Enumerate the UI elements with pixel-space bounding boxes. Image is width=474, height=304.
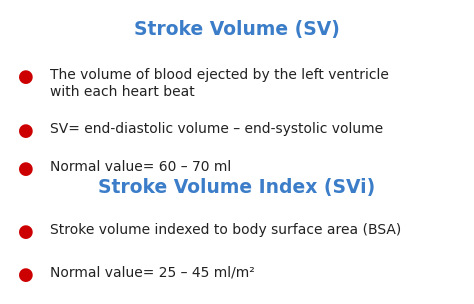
Text: ●: ● (18, 68, 34, 86)
Text: Normal value= 25 – 45 ml/m²: Normal value= 25 – 45 ml/m² (50, 266, 255, 280)
Text: Stroke Volume (SV): Stroke Volume (SV) (134, 20, 340, 39)
Text: The volume of blood ejected by the left ventricle
with each heart beat: The volume of blood ejected by the left … (50, 68, 389, 98)
Text: Normal value= 60 – 70 ml: Normal value= 60 – 70 ml (50, 160, 231, 174)
Text: ●: ● (18, 266, 34, 284)
Text: Stroke Volume Index (SVi): Stroke Volume Index (SVi) (99, 178, 375, 197)
Text: ●: ● (18, 122, 34, 140)
Text: ●: ● (18, 160, 34, 178)
Text: SV= end-diastolic volume – end-systolic volume: SV= end-diastolic volume – end-systolic … (50, 122, 383, 136)
Text: Stroke volume indexed to body surface area (BSA): Stroke volume indexed to body surface ar… (50, 223, 401, 237)
Text: ●: ● (18, 223, 34, 241)
